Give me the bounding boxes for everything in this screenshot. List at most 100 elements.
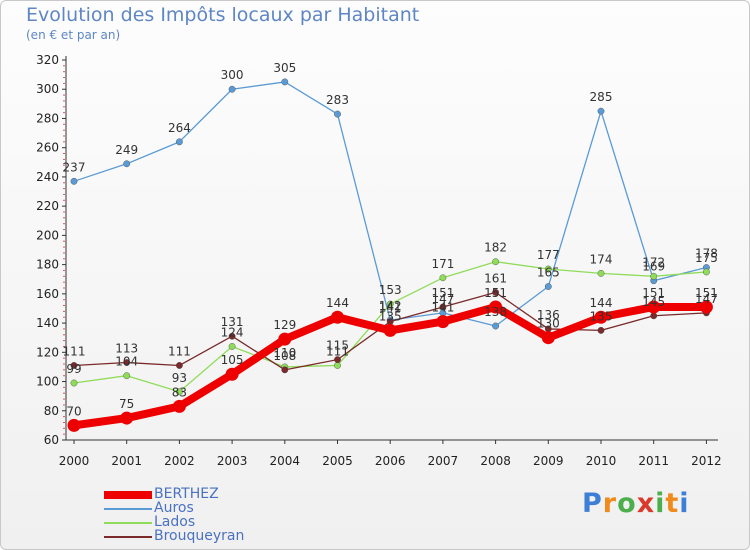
data-point	[123, 372, 131, 380]
y-minor-tick	[63, 316, 65, 318]
data-label: 144	[326, 296, 349, 310]
y-minor-tick	[63, 416, 65, 418]
y-tick-label: 320	[36, 53, 59, 67]
data-label: 151	[431, 286, 454, 300]
y-tick-label: 200	[36, 228, 59, 242]
data-point	[175, 362, 183, 369]
y-minor-tick	[63, 299, 65, 301]
legend-swatch	[104, 536, 152, 538]
logo-letter: r	[602, 488, 618, 519]
legend-label: Auros	[154, 500, 194, 516]
y-minor-tick	[63, 433, 65, 435]
y-minor-tick	[63, 345, 65, 347]
logo-letter: o	[617, 488, 637, 519]
logo-letter: t	[665, 488, 680, 519]
data-point	[383, 323, 397, 337]
data-point	[597, 269, 605, 277]
y-tick-label: 60	[44, 433, 59, 447]
logo-letter: x	[636, 488, 656, 519]
y-minor-tick	[63, 158, 65, 160]
data-point	[120, 411, 134, 425]
y-tick-label: 100	[36, 375, 59, 389]
data-label: 138	[484, 305, 507, 319]
data-label: 105	[221, 353, 244, 367]
data-point	[439, 274, 447, 282]
data-point	[436, 315, 450, 329]
logo-letter: P	[582, 488, 603, 519]
data-point	[439, 303, 447, 311]
data-label: 108	[273, 349, 296, 363]
data-label: 124	[221, 325, 244, 339]
data-point	[67, 418, 81, 432]
data-label: 145	[642, 295, 665, 309]
data-point	[175, 388, 183, 396]
legend-swatch	[104, 508, 152, 510]
proxiti-logo: Proxiti	[582, 488, 690, 519]
y-minor-tick	[63, 252, 65, 254]
y-minor-tick	[63, 427, 65, 429]
y-minor-tick	[63, 135, 65, 137]
y-tick-label: 280	[36, 111, 59, 125]
y-minor-tick	[63, 100, 65, 102]
y-minor-tick	[63, 275, 65, 277]
data-label: 151	[642, 286, 665, 300]
y-tick-label: 240	[36, 170, 59, 184]
data-label: 111	[326, 344, 349, 358]
y-tick-label: 80	[44, 404, 59, 418]
legend-label: Brouqueyran	[154, 528, 245, 544]
data-label: 99	[66, 362, 81, 376]
data-point	[123, 160, 131, 168]
y-minor-tick	[63, 258, 65, 260]
data-point	[228, 85, 236, 93]
y-tick-label: 140	[36, 316, 59, 330]
data-label: 169	[642, 260, 665, 274]
y-tick-label: 180	[36, 258, 59, 272]
data-point	[331, 310, 344, 324]
y-minor-tick	[63, 77, 65, 79]
data-label: 144	[590, 296, 613, 310]
data-point	[544, 265, 552, 273]
data-label: 110	[273, 346, 296, 360]
x-tick-label: 2012	[691, 454, 722, 468]
chart-axes: 60 80 100 120 140 160 180 200 220 240 260 280 300 320…	[36, 53, 722, 468]
data-point	[70, 362, 78, 369]
y-minor-tick	[63, 106, 65, 108]
y-minor-tick	[63, 112, 65, 114]
data-label: 104	[115, 355, 138, 369]
data-label: 135	[590, 309, 613, 323]
series-layer	[67, 78, 713, 432]
data-point	[70, 177, 78, 185]
data-label: 111	[168, 344, 191, 358]
x-tick-label: 2007	[428, 454, 459, 468]
y-minor-tick	[63, 357, 65, 359]
data-label: 130	[537, 317, 560, 331]
data-point	[597, 326, 605, 334]
data-point	[281, 78, 289, 86]
data-point	[281, 366, 289, 374]
y-minor-tick	[63, 334, 65, 336]
x-tick-label: 2008	[480, 454, 511, 468]
y-minor-tick	[63, 229, 65, 231]
y-minor-tick	[63, 369, 65, 371]
data-point	[334, 362, 341, 369]
x-tick-label: 2009	[533, 454, 564, 468]
data-label: 113	[115, 342, 138, 356]
data-label: 283	[326, 93, 349, 107]
y-minor-tick	[63, 269, 65, 271]
y-minor-tick	[63, 217, 65, 219]
y-minor-tick	[63, 386, 65, 388]
data-point	[650, 272, 658, 280]
y-minor-tick	[63, 340, 65, 342]
y-minor-tick	[63, 82, 65, 84]
data-point	[492, 288, 499, 296]
x-tick-label: 2010	[586, 454, 617, 468]
x-tick-label: 2006	[375, 454, 406, 468]
data-label: 151	[484, 286, 507, 300]
data-label: 237	[63, 160, 86, 174]
data-label: 135	[379, 309, 402, 323]
x-tick-label: 2001	[111, 454, 142, 468]
legend-label: BERTHEZ	[154, 486, 219, 502]
data-label: 147	[695, 292, 718, 306]
